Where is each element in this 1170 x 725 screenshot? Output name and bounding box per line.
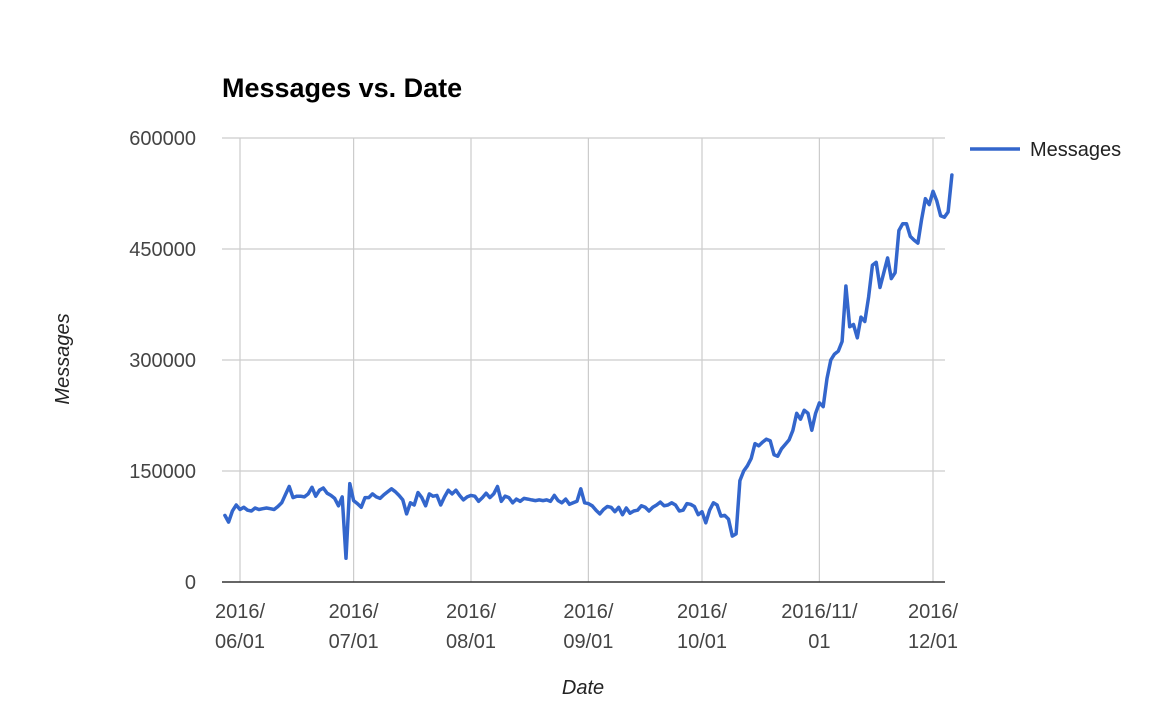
x-axis-ticks: 2016/06/01 2016/07/01 2016/08/01 2016/09/01… [215, 601, 958, 653]
y-tick-label: 600000 [129, 128, 196, 150]
legend-label: Messages [1030, 139, 1121, 161]
series-layer [223, 173, 954, 561]
legend: Messages [970, 139, 1121, 161]
x-tick-label: 2016/ [446, 601, 496, 623]
y-axis-title: Messages [52, 313, 74, 404]
grid-lines [222, 137, 945, 582]
series-line-messages [223, 173, 954, 561]
x-tick-label: 08/01 [446, 631, 496, 653]
x-tick-label: 07/01 [329, 631, 379, 653]
x-tick-label: 2016/ [908, 601, 958, 623]
x-axis-title: Date [562, 677, 604, 699]
y-tick-label: 150000 [129, 461, 196, 483]
x-tick-label: 06/01 [215, 631, 265, 653]
y-axis-ticks: 0 150000 300000 450000 600000 [129, 128, 196, 594]
x-tick-label: 2016/ [677, 601, 727, 623]
y-tick-label: 300000 [129, 350, 196, 372]
x-tick-label: 2016/11/ [781, 601, 858, 623]
x-tick-label: 10/01 [677, 631, 727, 653]
chart-title: Messages vs. Date [222, 73, 462, 103]
x-tick-label: 12/01 [908, 631, 958, 653]
x-tick-label: 2016/ [329, 601, 379, 623]
x-tick-label: 01 [808, 631, 830, 653]
y-tick-label: 450000 [129, 239, 196, 261]
y-tick-label: 0 [185, 572, 196, 594]
x-tick-label: 09/01 [563, 631, 613, 653]
x-tick-label: 2016/ [563, 601, 613, 623]
x-tick-label: 2016/ [215, 601, 265, 623]
